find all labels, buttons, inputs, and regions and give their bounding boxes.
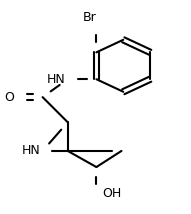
Text: O: O (4, 91, 14, 104)
Text: HN: HN (47, 73, 66, 86)
Text: HN: HN (22, 144, 41, 158)
Text: Br: Br (82, 11, 96, 24)
Text: OH: OH (102, 187, 121, 201)
